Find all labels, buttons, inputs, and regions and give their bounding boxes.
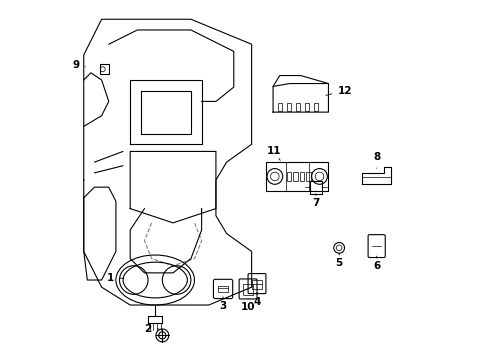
Bar (218, 286, 227, 292)
Text: 10: 10 (240, 298, 255, 312)
Bar (100, 64, 108, 74)
Bar (304, 103, 308, 111)
Text: 12: 12 (325, 86, 351, 96)
Bar (251, 280, 262, 289)
Bar (265, 162, 328, 191)
Text: 9: 9 (72, 60, 85, 69)
Bar (309, 181, 322, 194)
Text: 11: 11 (266, 146, 281, 160)
Bar (286, 172, 291, 181)
Text: 2: 2 (144, 324, 159, 334)
Bar (286, 103, 291, 111)
Text: 8: 8 (372, 153, 380, 168)
Text: 5: 5 (335, 253, 342, 268)
Text: 6: 6 (372, 256, 380, 271)
Bar (313, 103, 317, 111)
Text: 1: 1 (107, 273, 123, 283)
Bar (243, 284, 253, 295)
Text: 7: 7 (312, 194, 319, 208)
Text: 4: 4 (253, 293, 260, 307)
Text: 3: 3 (219, 297, 226, 311)
Bar (293, 172, 297, 181)
Bar (299, 172, 304, 181)
Bar (305, 172, 310, 181)
Bar (278, 103, 282, 111)
Bar (295, 103, 300, 111)
